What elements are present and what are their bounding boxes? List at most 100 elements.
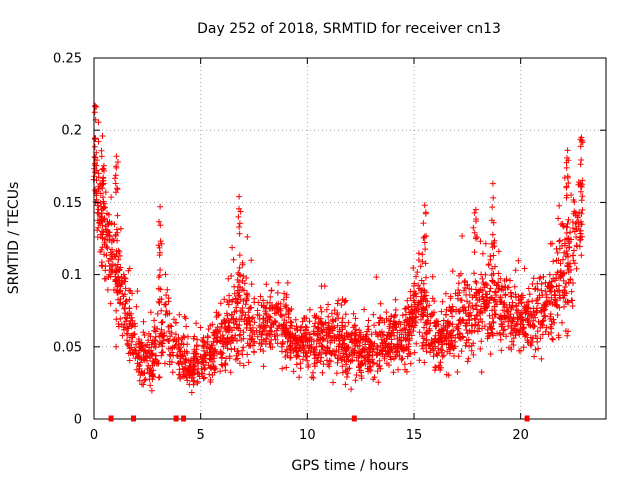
data-point: [507, 330, 514, 337]
data-point: [200, 375, 207, 382]
data-point: [505, 323, 512, 330]
data-point: [134, 354, 141, 361]
data-point: [575, 181, 582, 188]
data-point: [144, 366, 151, 372]
data-point: [407, 360, 414, 367]
data-point: [124, 330, 131, 337]
data-point: [127, 349, 134, 356]
data-point: [138, 381, 145, 388]
data-point: [456, 317, 463, 324]
data-point: [118, 280, 125, 286]
data-point: [535, 345, 542, 352]
data-point: [99, 222, 106, 229]
data-point: [436, 336, 443, 343]
data-point: [251, 331, 258, 338]
data-point: [260, 319, 267, 326]
data-point: [563, 280, 570, 287]
data-points: [90, 102, 586, 396]
data-point: [565, 328, 572, 335]
data-point: [98, 207, 105, 213]
data-point: [318, 343, 325, 350]
data-point: [440, 317, 447, 324]
data-point: [562, 284, 569, 290]
data-point: [390, 343, 397, 350]
data-point: [404, 318, 411, 325]
data-point: [490, 252, 497, 259]
data-point: [107, 249, 114, 256]
data-point: [135, 368, 142, 375]
data-point: [421, 233, 428, 240]
data-point: [492, 288, 499, 295]
data-point: [149, 351, 156, 357]
data-point: [152, 352, 159, 359]
data-point: [199, 356, 206, 363]
data-point: [156, 218, 162, 225]
zero-value-marker: [131, 415, 136, 422]
data-point: [323, 350, 330, 357]
data-point: [357, 367, 364, 374]
data-point: [299, 339, 305, 345]
data-point: [368, 331, 375, 338]
data-point: [114, 289, 121, 296]
data-point: [95, 138, 102, 145]
data-point: [258, 336, 265, 343]
data-point: [257, 346, 264, 353]
data-point: [455, 280, 462, 287]
data-point: [464, 282, 471, 289]
data-point: [117, 225, 124, 232]
data-point: [488, 240, 495, 247]
data-point: [374, 350, 381, 357]
data-point: [472, 206, 479, 213]
data-point: [505, 318, 512, 325]
data-point: [298, 333, 305, 340]
data-point: [471, 249, 478, 256]
data-point: [339, 341, 346, 347]
data-point: [113, 248, 120, 255]
data-point: [549, 335, 556, 342]
data-point: [115, 321, 122, 327]
data-point: [490, 318, 497, 325]
data-point: [482, 280, 489, 287]
data-point: [508, 346, 515, 353]
data-point: [121, 326, 127, 333]
data-point: [141, 332, 148, 339]
data-point: [210, 363, 217, 370]
data-point: [225, 275, 232, 282]
data-point: [294, 326, 301, 333]
data-point: [526, 321, 533, 328]
data-point: [502, 314, 509, 321]
x-axis-label: GPS time / hours: [291, 458, 408, 474]
data-point: [97, 190, 104, 197]
data-point: [428, 337, 435, 343]
data-point: [564, 235, 571, 242]
data-point: [418, 277, 425, 284]
data-point: [419, 342, 425, 349]
data-point: [117, 315, 124, 322]
data-point: [442, 290, 449, 297]
data-point: [98, 147, 105, 154]
data-point: [240, 335, 247, 342]
data-point: [551, 319, 558, 326]
data-point: [185, 333, 191, 340]
data-point: [241, 316, 248, 323]
data-point: [484, 291, 491, 298]
data-point: [302, 349, 309, 356]
data-point: [182, 315, 189, 322]
data-point: [489, 180, 496, 187]
data-point: [166, 358, 173, 365]
data-point: [501, 313, 508, 320]
data-point: [236, 230, 243, 237]
data-point: [358, 348, 365, 355]
data-point: [423, 337, 430, 344]
data-point: [118, 321, 125, 328]
data-point: [420, 296, 427, 303]
data-point: [362, 341, 369, 348]
data-point: [180, 369, 187, 376]
data-point: [306, 306, 313, 313]
data-point: [154, 325, 161, 332]
data-point: [156, 374, 163, 381]
data-point: [278, 312, 285, 319]
data-point: [105, 220, 112, 227]
data-point: [345, 334, 352, 341]
data-point: [145, 330, 152, 337]
